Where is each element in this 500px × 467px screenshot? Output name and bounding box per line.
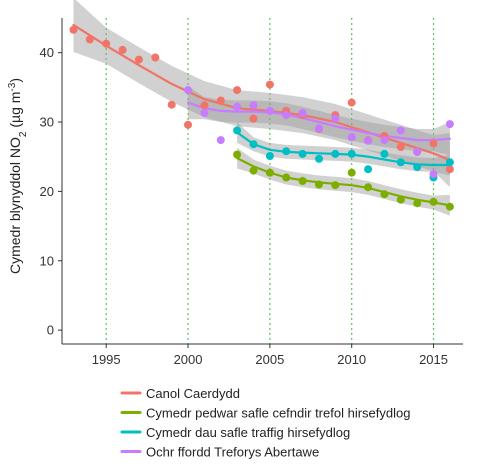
y-axis-label-units: (µg m xyxy=(7,92,23,132)
y-axis-label-superscript: -3 xyxy=(7,82,18,91)
point-series-2-2004 xyxy=(249,166,258,175)
point-series-1-1998 xyxy=(151,53,160,62)
y-axis-label-close: ) xyxy=(7,78,23,83)
point-series-4-2008 xyxy=(315,124,323,133)
point-series-3-2016 xyxy=(445,158,454,167)
point-series-3-2008 xyxy=(315,154,323,163)
point-series-3-2011 xyxy=(364,165,373,174)
x-tick-label-2005: 2005 xyxy=(255,352,284,367)
point-series-4-2004 xyxy=(249,101,258,110)
y-tick-label-20: 20 xyxy=(40,184,54,199)
point-series-1-1999 xyxy=(167,100,176,109)
point-series-2-2003 xyxy=(233,150,242,159)
point-series-2-2011 xyxy=(364,183,373,192)
point-series-4-2003 xyxy=(233,102,242,111)
point-series-1-1996 xyxy=(118,45,127,54)
point-series-3-2010 xyxy=(347,149,356,158)
band-series-1 xyxy=(73,0,450,188)
point-series-3-2003 xyxy=(233,126,242,135)
point-series-4-2009 xyxy=(331,114,340,123)
point-series-3-2013 xyxy=(396,158,405,167)
point-series-4-2015 xyxy=(429,170,438,179)
trend-line-series-4 xyxy=(186,101,451,142)
y-axis-label-subscript: 2 xyxy=(18,131,29,137)
point-series-4-2012 xyxy=(380,136,389,145)
point-series-1-1997 xyxy=(134,55,143,64)
point-series-4-2016 xyxy=(445,120,454,129)
point-series-1-1993 xyxy=(69,25,78,34)
point-series-4-2014 xyxy=(413,147,422,156)
point-series-2-2014 xyxy=(413,199,422,208)
point-series-1-1994 xyxy=(85,35,94,44)
point-series-1-2002 xyxy=(216,96,225,105)
legend-label-series-1: Canol Caerdydd xyxy=(146,386,240,401)
y-axis-label-main: Cymedr blynyddol NO xyxy=(7,137,23,274)
point-series-4-2000 xyxy=(184,86,192,95)
point-series-2-2006 xyxy=(282,173,291,182)
point-series-1-2003 xyxy=(233,86,242,95)
legend-label-series-2: Cymedr pedwar safle cefndir trefol hirse… xyxy=(146,406,410,421)
x-tick-label-2000: 2000 xyxy=(174,352,203,367)
legend-label-series-3: Cymedr dau safle traffig hirsefydlog xyxy=(146,425,350,440)
point-series-1-2016 xyxy=(445,165,454,174)
point-series-4-2006 xyxy=(282,111,291,120)
y-tick-label-10: 10 xyxy=(40,253,54,268)
point-series-1-2013 xyxy=(396,143,405,151)
point-series-2-2013 xyxy=(396,195,405,204)
data-points xyxy=(69,25,454,211)
point-series-4-2013 xyxy=(396,126,405,135)
point-series-1-2001 xyxy=(200,101,209,110)
x-tick-label-2015: 2015 xyxy=(419,352,448,367)
point-series-2-2016 xyxy=(445,202,454,211)
legend-label-series-4: Ochr ffordd Treforys Abertawe xyxy=(146,445,319,460)
point-series-3-2006 xyxy=(282,147,291,156)
point-series-4-2001 xyxy=(200,109,209,117)
plot-panel xyxy=(62,18,463,344)
trend-line-series-3 xyxy=(236,131,451,167)
point-series-2-2009 xyxy=(331,181,340,190)
point-series-1-1995 xyxy=(102,39,111,48)
point-series-4-2002 xyxy=(216,136,225,145)
axes xyxy=(61,18,463,345)
point-series-1-2010 xyxy=(347,98,356,107)
point-series-4-2005 xyxy=(265,106,274,115)
y-tick-label-0: 0 xyxy=(47,323,54,338)
band-series-2 xyxy=(237,147,450,216)
point-series-3-2005 xyxy=(265,152,274,160)
point-series-2-2007 xyxy=(298,177,307,185)
point-series-1-2005 xyxy=(265,80,274,89)
x-tick-label-1995: 1995 xyxy=(92,352,121,367)
legend: Canol Caerdydd Cymedr pedwar safle cefndi… xyxy=(120,386,410,460)
point-series-1-2004 xyxy=(249,114,258,123)
point-series-2-2010 xyxy=(347,168,356,177)
point-series-3-2009 xyxy=(331,149,340,158)
point-series-3-2007 xyxy=(298,149,307,158)
point-series-2-2005 xyxy=(265,168,274,177)
point-series-4-2007 xyxy=(298,109,307,117)
point-series-4-2011 xyxy=(364,136,373,145)
point-series-1-2015 xyxy=(429,139,438,148)
x-tick-label-2010: 2010 xyxy=(337,352,366,367)
point-series-3-2004 xyxy=(249,140,258,149)
point-series-2-2012 xyxy=(380,190,389,199)
point-series-1-2000 xyxy=(184,120,192,129)
point-series-2-2015 xyxy=(429,197,438,206)
y-axis-label: Cymedr blynyddol NO2 (µg m-3) xyxy=(7,78,29,274)
x-axis-ticks: 1995 2000 2005 2010 2015 xyxy=(92,344,448,367)
point-series-3-2012 xyxy=(380,149,389,158)
point-series-4-2010 xyxy=(347,133,356,142)
vertical-gridlines xyxy=(105,18,435,344)
point-series-3-2014 xyxy=(413,163,422,172)
y-axis-ticks: 0 10 20 30 40 xyxy=(40,45,62,338)
y-tick-label-40: 40 xyxy=(40,45,54,60)
y-tick-label-30: 30 xyxy=(40,115,54,130)
point-series-2-2008 xyxy=(315,180,323,189)
